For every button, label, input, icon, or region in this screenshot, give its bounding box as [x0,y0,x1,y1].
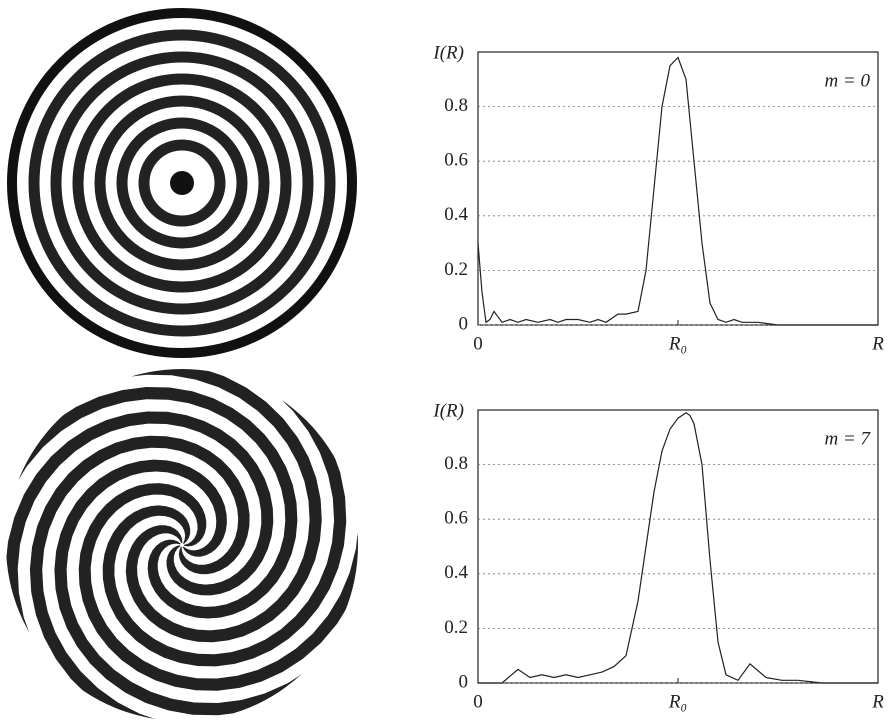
data-line [477,56,878,326]
ring [50,51,314,315]
x-tick-label: R₀ [668,691,687,712]
x-tick-label: R [871,333,884,354]
y-tick-label: 0.2 [444,259,468,280]
ring-center [170,171,194,195]
y-tick-label: 0.4 [444,562,468,583]
ring [94,95,270,271]
y-tick-label: 0.6 [444,508,468,529]
y-tick-label: 0.8 [444,453,468,474]
y-tick-label: 0.8 [444,95,468,116]
ring [116,117,248,249]
y-tick-label: 0 [459,313,469,334]
plot-frame [477,409,879,684]
x-tick-label: R [871,691,884,712]
chart: 0 0.2 0.4 0.6 0.8 0 R₀ R I(R) m = 7 [432,400,884,712]
data-line [478,411,878,684]
ring-phase-pattern [7,8,357,358]
ring [72,73,292,293]
ring [28,29,336,337]
y-axis-label: I(R) [432,42,464,63]
chart: 0 0.2 0.4 0.6 0.8 0 R₀ R I(R) m = 0 [432,42,884,354]
x-tick-label: R₀ [668,333,687,354]
plot-frame [477,51,879,326]
ring [7,8,357,358]
annotation: m = 7 [824,428,871,449]
x-tick-label: 0 [473,333,483,354]
y-tick-label: 0.2 [444,617,468,638]
y-axis-label: I(R) [432,400,464,421]
y-tick-label: 0 [459,671,469,692]
ring [138,139,226,227]
annotation: m = 0 [824,70,870,91]
spiral-arm [102,369,347,667]
spiral-phase-pattern [6,369,358,721]
y-tick-label: 0.4 [444,204,468,225]
y-tick-label: 0.6 [444,150,468,171]
x-tick-label: 0 [473,691,483,712]
